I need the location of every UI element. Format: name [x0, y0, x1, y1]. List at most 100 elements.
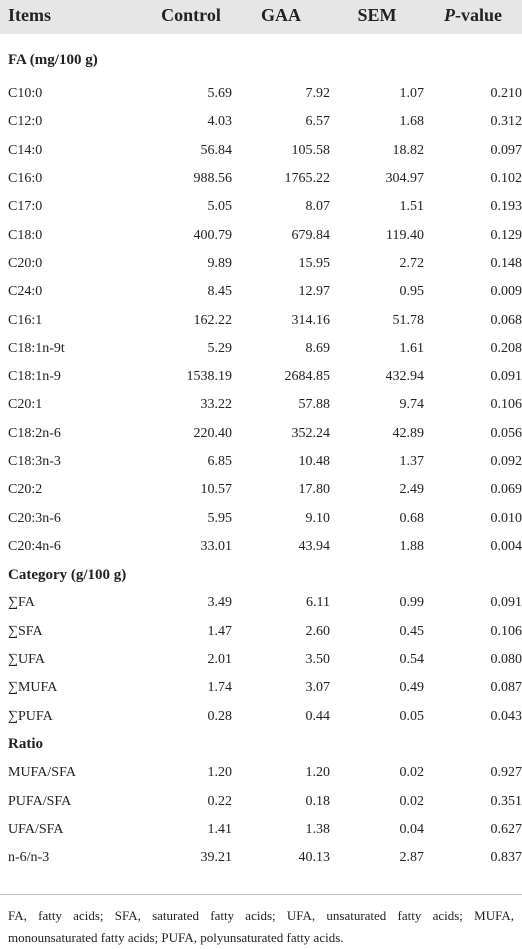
section-title: FA (mg/100 g)	[8, 51, 98, 68]
value-cell: 1.07	[399, 86, 425, 102]
data-row: C20:1 33.22 57.88 9.74 0.106	[0, 391, 522, 419]
value-cell: 5.69	[207, 86, 233, 102]
data-row: ∑PUFA 0.28 0.44 0.05 0.043	[0, 703, 522, 731]
value-cell: 0.129	[490, 227, 522, 243]
header-cell: GAA	[232, 0, 330, 34]
value-cell: 0.106	[490, 623, 522, 639]
value-cell: 314.16	[291, 312, 331, 328]
value-cell: 1.41	[207, 821, 233, 837]
header-cell: SEM	[330, 0, 424, 34]
value-cell: 0.102	[490, 171, 522, 187]
data-row: C18:1n-9 1538.19 2684.85 432.94 0.091	[0, 363, 522, 391]
value-cell: 0.45	[399, 623, 425, 639]
value-cell: 0.208	[490, 340, 522, 356]
value-cell: 0.351	[490, 793, 522, 809]
value-cell: 0.092	[490, 454, 522, 469]
item-cell: C12:0	[8, 114, 43, 130]
value-cell: 17.80	[298, 482, 331, 498]
value-cell: 9.10	[305, 510, 331, 526]
value-cell: 1.47	[207, 623, 233, 639]
item-cell: C20:3n-6	[8, 510, 61, 526]
item-cell: ∑SFA	[8, 623, 43, 639]
value-cell: 33.22	[200, 397, 233, 413]
value-cell: 0.056	[490, 425, 522, 441]
value-cell: 0.927	[490, 765, 522, 781]
value-cell: 6.57	[305, 114, 331, 130]
value-cell: 0.05	[399, 708, 425, 724]
value-cell: 10.57	[200, 482, 233, 498]
value-cell: 0.44	[305, 708, 331, 724]
value-cell: 0.080	[490, 652, 522, 668]
value-cell: 18.82	[392, 142, 425, 158]
data-row: C20:2 10.57 17.80 2.49 0.069	[0, 476, 522, 504]
data-row: C16:1 162.22 314.16 51.78 0.068	[0, 306, 522, 334]
value-cell: 1.20	[207, 765, 233, 781]
value-cell: 432.94	[385, 369, 425, 385]
value-cell: 0.069	[490, 482, 522, 498]
value-cell: 1.20	[305, 765, 331, 781]
section-title: Ratio	[8, 736, 43, 753]
value-cell: 43.94	[298, 538, 331, 554]
value-cell: 1538.19	[186, 369, 233, 385]
value-cell: 400.79	[193, 227, 233, 243]
item-cell: C20:2	[8, 482, 43, 498]
item-cell: C18:1n-9	[8, 369, 61, 385]
value-cell: 1.88	[399, 538, 425, 554]
value-cell: 1.68	[399, 114, 425, 130]
section-title: Category (g/100 g)	[8, 566, 127, 583]
value-cell: 2.72	[399, 255, 425, 271]
item-cell: MUFA/SFA	[8, 765, 76, 781]
value-cell: 56.84	[200, 142, 233, 158]
data-row: n-6/n-3 39.21 40.13 2.87 0.837	[0, 844, 522, 872]
item-cell: UFA/SFA	[8, 821, 64, 837]
item-cell: ∑UFA	[8, 652, 45, 668]
item-cell: C24:0	[8, 284, 43, 300]
item-cell: C14:0	[8, 142, 43, 158]
value-cell: 0.54	[399, 652, 425, 668]
data-row: C20:3n-6 5.95 9.10 0.68 0.010	[0, 504, 522, 532]
data-row: C20:4n-6 33.01 43.94 1.88 0.004	[0, 533, 522, 561]
value-cell: 0.99	[399, 595, 425, 611]
value-cell: 0.04	[399, 821, 425, 837]
value-cell: 0.627	[490, 821, 522, 837]
value-cell: 51.78	[392, 312, 425, 328]
data-row: C18:0 400.79 679.84 119.40 0.129	[0, 221, 522, 249]
value-cell: 0.091	[490, 369, 522, 385]
value-cell: 0.010	[490, 510, 522, 526]
value-cell: 5.29	[207, 340, 233, 356]
data-row: C12:0 4.03 6.57 1.68 0.312	[0, 108, 522, 136]
item-cell: C20:4n-6	[8, 538, 61, 554]
value-cell: 220.40	[193, 425, 233, 441]
value-cell: 33.01	[200, 538, 233, 554]
data-row: C20:0 9.89 15.95 2.72 0.148	[0, 250, 522, 278]
value-cell: 0.68	[399, 510, 425, 526]
item-cell: C18:1n-9t	[8, 340, 65, 356]
data-row: ∑MUFA 1.74 3.07 0.49 0.087	[0, 674, 522, 702]
item-cell: PUFA/SFA	[8, 793, 72, 809]
value-cell: 679.84	[291, 227, 331, 243]
value-cell: 15.95	[298, 255, 331, 271]
data-row: UFA/SFA 1.41 1.38 0.04 0.627	[0, 816, 522, 844]
value-cell: 57.88	[298, 397, 331, 413]
value-cell: 1.37	[399, 454, 425, 469]
value-cell: 0.091	[490, 595, 522, 611]
value-cell: 0.02	[399, 765, 425, 781]
value-cell: 119.40	[386, 227, 424, 243]
section-row: FA (mg/100 g)	[0, 34, 522, 80]
value-cell: 0.097	[490, 142, 522, 158]
value-cell: 0.106	[490, 397, 522, 413]
item-cell: C18:2n-6	[8, 425, 61, 441]
table-body: FA (mg/100 g) C10:0 5.69 7.92 1.07 0.210 C12:0…	[0, 34, 522, 872]
item-cell: C18:0	[8, 227, 43, 243]
value-cell: 39.21	[200, 850, 233, 866]
section-row: Category (g/100 g)	[0, 561, 522, 589]
data-table: Items Control GAA SEM P-value FA (mg/100 g) C…	[0, 0, 522, 872]
value-cell: 0.087	[490, 680, 522, 696]
value-cell: 5.95	[207, 510, 233, 526]
value-cell: 5.05	[207, 199, 233, 215]
value-cell: 1.51	[399, 199, 425, 215]
item-cell: C10:0	[8, 86, 43, 102]
data-row: ∑SFA 1.47 2.60 0.45 0.106	[0, 618, 522, 646]
data-row: C10:0 5.69 7.92 1.07 0.210	[0, 80, 522, 108]
data-row: ∑FA 3.49 6.11 0.99 0.091	[0, 589, 522, 617]
